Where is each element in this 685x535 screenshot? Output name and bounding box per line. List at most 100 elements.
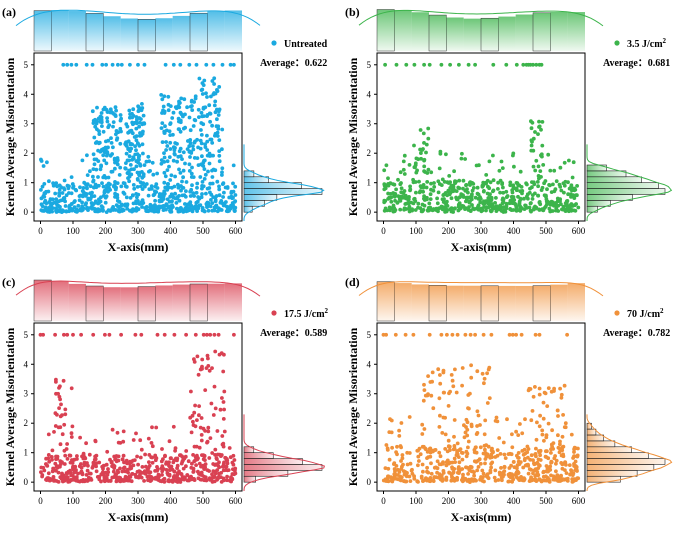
scatter-point — [82, 180, 87, 185]
scatter-point — [486, 196, 491, 200]
scatter-point — [556, 433, 560, 438]
scatter-point — [390, 445, 394, 450]
scatter-point — [210, 451, 215, 455]
scatter-point — [424, 142, 429, 147]
scatter-point — [192, 140, 197, 145]
top-hist-bar — [446, 17, 464, 51]
scatter-point — [68, 468, 72, 473]
scatter-point — [576, 446, 580, 451]
scatter-point — [110, 427, 115, 432]
scatter-point — [200, 357, 205, 362]
scatter-point — [511, 195, 516, 199]
scatter-point — [572, 188, 577, 193]
scatter-point — [63, 453, 68, 458]
scatter-point — [510, 432, 514, 437]
scatter-point — [79, 469, 84, 474]
scatter-point — [562, 183, 567, 188]
scatter-point — [468, 480, 472, 484]
scatter-point — [210, 181, 215, 186]
scatter-point — [537, 424, 542, 429]
panel-label: (b) — [345, 5, 360, 19]
scatter-point — [217, 153, 222, 158]
scatter-point — [455, 475, 459, 480]
scatter-points — [382, 62, 581, 214]
scatter-point — [180, 157, 184, 162]
scatter-point — [229, 475, 233, 479]
scatter-point — [399, 186, 404, 191]
scatter-point — [478, 445, 483, 450]
scatter-point — [411, 177, 415, 182]
x-axis-title: X-axis(mm) — [108, 510, 169, 524]
scatter-point — [55, 412, 59, 417]
scatter-point — [217, 187, 222, 192]
scatter-point — [572, 462, 576, 466]
scatter-point — [221, 181, 226, 186]
scatter-point — [119, 62, 124, 67]
y-tick-label: 0 — [367, 207, 372, 217]
chart-panel-1: (b)0 100 200 300 400 500 600012345X-axis(mm)Ke… — [345, 5, 673, 254]
top-hist-bar — [224, 283, 242, 321]
right-hist-bar — [243, 194, 278, 201]
scatter-point — [438, 151, 443, 156]
scatter-point — [491, 153, 495, 158]
scatter-point — [129, 466, 134, 471]
scatter-point — [231, 453, 236, 458]
legend-marker — [271, 310, 277, 316]
scatter-point — [168, 121, 173, 126]
scatter-point — [132, 167, 136, 172]
scatter-point — [58, 397, 62, 402]
scatter-point — [101, 153, 106, 158]
scatter-point — [430, 379, 434, 384]
top-density-curve — [358, 9, 604, 27]
scatter-point — [489, 462, 493, 466]
scatter-point — [106, 467, 110, 471]
scatter-point — [131, 193, 135, 198]
scatter-point — [205, 186, 210, 191]
scatter-point — [57, 193, 62, 198]
scatter-point — [221, 400, 226, 404]
top-hist-bar — [33, 279, 52, 322]
scatter-point — [200, 364, 204, 369]
scatter-point — [65, 477, 69, 482]
scatter-point — [65, 332, 70, 337]
scatter-point — [63, 407, 68, 412]
scatter-point — [70, 473, 75, 478]
scatter-point — [196, 372, 201, 377]
scatter-point — [470, 192, 474, 197]
scatter-point — [184, 464, 188, 469]
scatter-point — [125, 203, 129, 208]
scatter-point — [516, 456, 521, 460]
scatter-point — [220, 396, 224, 400]
scatter-point — [389, 475, 393, 480]
scatter-point — [171, 62, 176, 67]
scatter-point — [204, 191, 208, 196]
scatter-point — [88, 196, 93, 201]
scatter-point — [53, 182, 58, 187]
scatter-point — [215, 452, 220, 457]
scatter-point — [197, 404, 202, 408]
scatter-point — [387, 430, 392, 434]
scatter-point — [511, 153, 515, 158]
scatter-point — [559, 461, 564, 465]
scatter-point — [549, 459, 554, 464]
scatter-point — [211, 413, 216, 417]
scatter-point — [447, 174, 452, 178]
scatter-point — [510, 332, 515, 337]
scatter-point — [199, 438, 204, 443]
scatter-point — [191, 453, 196, 457]
scatter-point — [162, 191, 167, 196]
scatter-point — [189, 389, 193, 394]
scatter-point — [474, 450, 479, 455]
scatter-point — [457, 178, 462, 183]
scatter-point — [484, 208, 488, 213]
scatter-point — [437, 166, 442, 171]
scatter-point — [220, 127, 225, 132]
scatter-point — [559, 392, 564, 397]
scatter-point — [500, 166, 505, 171]
scatter-point — [183, 125, 188, 130]
scatter-point — [115, 162, 120, 167]
scatter-point — [118, 113, 123, 117]
scatter-point — [182, 97, 187, 102]
scatter-point — [214, 194, 219, 198]
scatter-point — [428, 197, 433, 202]
